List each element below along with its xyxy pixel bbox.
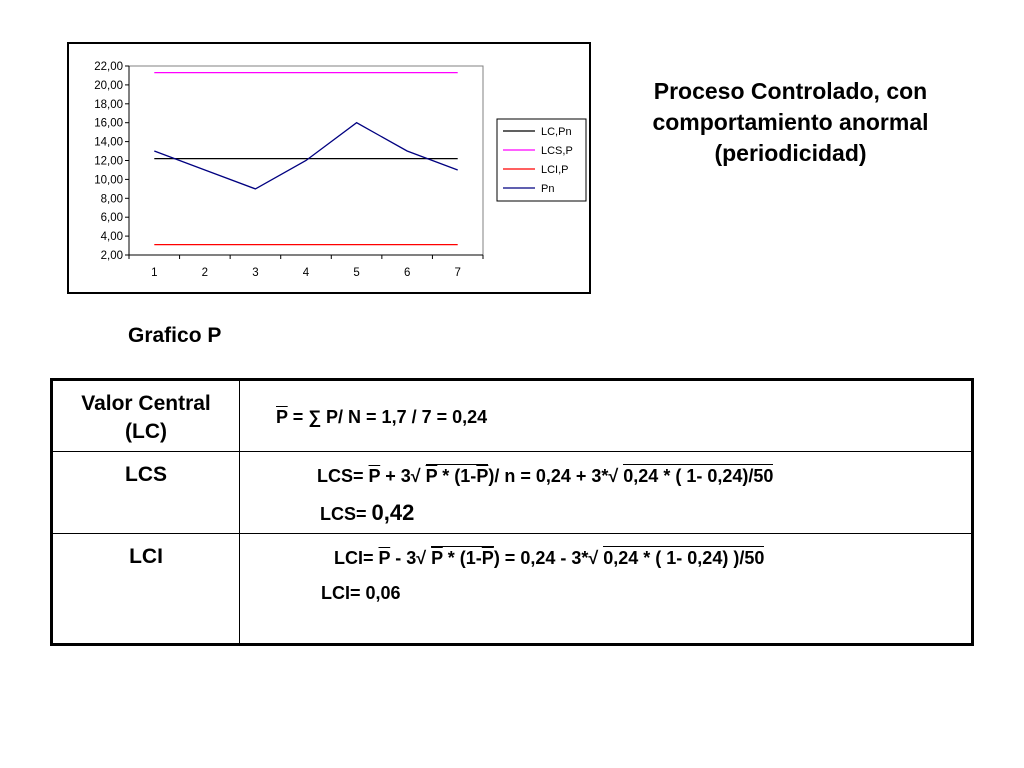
y-tick-label: 2,00 bbox=[101, 250, 123, 262]
lcs-label-cell: LCS bbox=[51, 451, 240, 534]
y-tick-label: 22,00 bbox=[94, 61, 123, 73]
y-tick-label: 20,00 bbox=[94, 80, 123, 92]
lc-formula: P = ∑ P/ N = 1,7 / 7 = 0,24 bbox=[276, 407, 487, 428]
y-tick-label: 6,00 bbox=[101, 212, 123, 224]
table-row-lc: Valor Central (LC) P = ∑ P/ N = 1,7 / 7 … bbox=[51, 379, 973, 452]
legend-box bbox=[496, 118, 587, 202]
x-tick-label: 1 bbox=[151, 267, 157, 279]
p-bar-symbol: P bbox=[481, 548, 494, 568]
lcs-formula-part: )/ n = 0,24 + 3*√ bbox=[488, 466, 624, 486]
y-tick-label: 18,00 bbox=[94, 99, 123, 111]
lcs-result-label: LCS= bbox=[320, 504, 372, 524]
chart-heading: Proceso Controlado, con comportamiento a… bbox=[618, 76, 963, 169]
x-tick-label: 3 bbox=[252, 267, 258, 279]
y-tick-label: 8,00 bbox=[101, 193, 123, 205]
x-tick-label: 4 bbox=[303, 267, 310, 279]
lcs-formula-part: LCS= bbox=[317, 466, 369, 486]
legend-label: LCS,P bbox=[541, 145, 573, 157]
lcs-formula: LCS= P + 3√ P * (1-P)/ n = 0,24 + 3*√ 0,… bbox=[317, 464, 774, 487]
x-tick-label: 7 bbox=[455, 267, 461, 279]
p-bar-symbol: P bbox=[276, 407, 288, 427]
p-chart: 2,00 4,00 6,00 8,00 10,00 12,00 14,00 16,00 18,0… bbox=[67, 42, 591, 294]
lci-label: LCI bbox=[129, 545, 163, 568]
y-tick-label: 16,00 bbox=[94, 118, 123, 130]
lc-label-line-2: (LC) bbox=[125, 420, 167, 443]
series-line-pn bbox=[154, 121, 458, 190]
lci-label-cell: LCI bbox=[51, 533, 240, 645]
lc-formula-cell: P = ∑ P/ N = 1,7 / 7 = 0,24 bbox=[239, 379, 973, 452]
heading-line-1: Proceso Controlado, con bbox=[653, 78, 928, 104]
lcs-radicand: 0,24 * ( 1- 0,24)/50 bbox=[623, 464, 774, 486]
lci-formula-part: ) = 0,24 - 3*√ bbox=[493, 548, 604, 568]
x-tick-label: 5 bbox=[353, 267, 359, 279]
p-bar-symbol: P bbox=[425, 466, 438, 486]
legend-label: LC,Pn bbox=[541, 126, 572, 138]
chart-caption: Grafico P bbox=[128, 324, 222, 347]
heading-line-2: comportamiento anormal bbox=[652, 109, 929, 135]
p-bar-symbol: P bbox=[431, 548, 443, 568]
p-bar-symbol: P bbox=[378, 548, 391, 568]
p-chart-svg: 2,00 4,00 6,00 8,00 10,00 12,00 14,00 16,00 18,0… bbox=[94, 61, 587, 279]
table-row-lci: LCI LCI= P - 3√ P * (1-P) = 0,24 - 3*√ 0… bbox=[51, 533, 973, 645]
x-tick-label: 6 bbox=[404, 267, 410, 279]
p-bar-symbol: P bbox=[368, 466, 381, 486]
lci-formula: LCI= P - 3√ P * (1-P) = 0,24 - 3*√ 0,24 … bbox=[334, 546, 765, 569]
heading-line-3: (periodicidad) bbox=[714, 140, 867, 166]
y-tick-label: 12,00 bbox=[94, 156, 123, 168]
p-bar-symbol: P bbox=[476, 466, 489, 486]
lc-label-cell: Valor Central (LC) bbox=[51, 379, 240, 452]
lci-radicand: 0,24 * ( 1- 0,24) )/50 bbox=[603, 546, 765, 568]
legend-label: LCI,P bbox=[541, 164, 569, 176]
lci-formula-cell: LCI= P - 3√ P * (1-P) = 0,24 - 3*√ 0,24 … bbox=[239, 533, 973, 645]
lcs-result: LCS= 0,42 bbox=[320, 500, 414, 526]
lcs-formula-part: + 3√ bbox=[380, 466, 426, 486]
lc-label-line-1: Valor Central bbox=[81, 392, 211, 415]
lcs-result-value: 0,42 bbox=[371, 500, 415, 525]
lci-formula-part: * (1- bbox=[442, 548, 482, 568]
legend-label: Pn bbox=[541, 183, 554, 195]
lci-result: LCI= 0,06 bbox=[321, 583, 401, 603]
lc-formula-text: = ∑ P/ N = 1,7 / 7 = 0,24 bbox=[287, 407, 488, 427]
y-tick-label: 10,00 bbox=[94, 174, 123, 186]
control-limits-table: Valor Central (LC) P = ∑ P/ N = 1,7 / 7 … bbox=[50, 378, 974, 646]
lci-formula-part: LCI= bbox=[334, 548, 379, 568]
y-tick-label: 14,00 bbox=[94, 137, 123, 149]
lcs-formula-part: * (1- bbox=[437, 466, 477, 486]
lcs-formula-cell: LCS= P + 3√ P * (1-P)/ n = 0,24 + 3*√ 0,… bbox=[239, 451, 973, 534]
y-tick-label: 4,00 bbox=[101, 231, 123, 243]
x-tick-label: 2 bbox=[202, 267, 208, 279]
lcs-label: LCS bbox=[125, 463, 167, 486]
lci-formula-part: - 3√ bbox=[390, 548, 432, 568]
table-row-lcs: LCS LCS= P + 3√ P * (1-P)/ n = 0,24 + 3*… bbox=[51, 451, 973, 534]
